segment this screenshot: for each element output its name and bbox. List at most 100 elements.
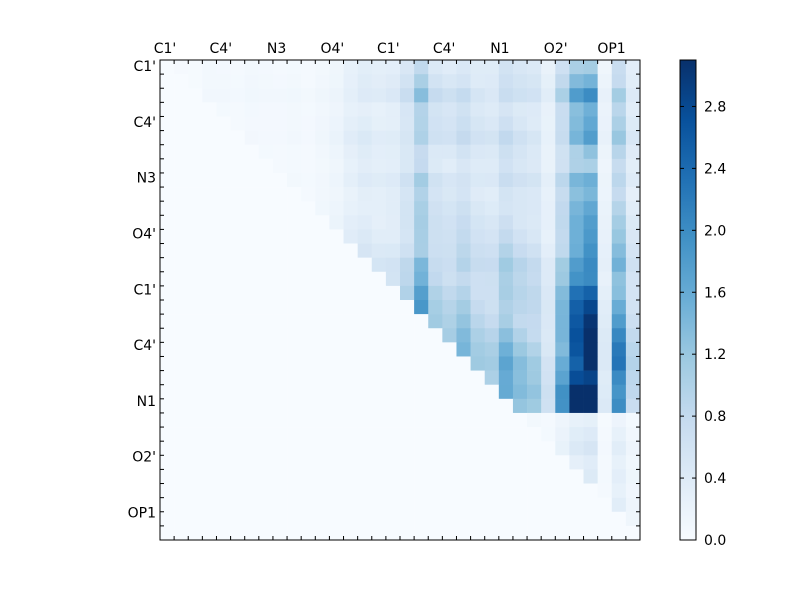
heatmap-cell (385, 525, 401, 541)
heatmap-cell (555, 144, 570, 160)
heatmap-cell (343, 158, 358, 174)
heatmap-cell (611, 398, 627, 414)
heatmap-cell (498, 243, 514, 258)
heatmap-cell (301, 384, 316, 400)
heatmap-cell (343, 328, 358, 343)
heatmap-cell (272, 102, 288, 117)
heatmap-cell (188, 314, 203, 329)
heatmap-cell (329, 370, 344, 386)
heatmap-cell (428, 497, 443, 513)
heatmap-cell (216, 427, 231, 442)
heatmap-cell (541, 342, 556, 357)
heatmap-cell (498, 384, 514, 400)
heatmap-cell (371, 384, 387, 400)
heatmap-cell (555, 384, 570, 400)
heatmap-cell (611, 300, 627, 315)
heatmap-cell (583, 427, 598, 442)
heatmap-cell (428, 271, 443, 287)
y-tick-label: C1' (133, 59, 156, 75)
heatmap-cell (470, 300, 486, 315)
heatmap-cell (287, 525, 302, 541)
heatmap-cell (597, 441, 613, 456)
heatmap-cell (315, 469, 330, 484)
heatmap-cell (287, 229, 302, 244)
heatmap-cell (329, 469, 344, 484)
heatmap-cell (512, 257, 528, 273)
heatmap-cell (371, 525, 387, 541)
heatmap-cell (512, 342, 528, 357)
heatmap-cell (230, 412, 246, 428)
heatmap-cell (357, 60, 373, 75)
heatmap-cell (527, 158, 542, 174)
heatmap-cell (315, 285, 330, 301)
heatmap-cell (583, 483, 598, 498)
heatmap-cell (315, 497, 330, 513)
heatmap-cell (287, 116, 302, 131)
heatmap-cell (569, 60, 584, 75)
heatmap-cell (414, 74, 429, 89)
heatmap-cell (301, 257, 316, 273)
heatmap-cell (315, 60, 330, 75)
heatmap-cell (569, 427, 584, 442)
heatmap-cell (216, 201, 231, 216)
heatmap-cell (385, 201, 401, 216)
heatmap-cell (569, 158, 584, 174)
heatmap-cell (174, 229, 189, 244)
colorbar-tick-label: 0.4 (704, 471, 726, 487)
heatmap-cell (484, 201, 500, 216)
heatmap-cell (357, 243, 373, 258)
heatmap-cell (569, 285, 584, 301)
heatmap-cell (428, 187, 443, 202)
heatmap-cell (470, 511, 486, 527)
heatmap-cell (569, 314, 584, 329)
heatmap-cell (216, 88, 231, 103)
heatmap-cell (470, 116, 486, 131)
heatmap-cell (555, 497, 570, 513)
heatmap-cell (414, 511, 429, 527)
heatmap-cell (555, 328, 570, 343)
heatmap-cell (583, 511, 598, 527)
heatmap-cell (555, 441, 570, 456)
heatmap-cell (174, 102, 189, 117)
heatmap-cell (272, 88, 288, 103)
heatmap-cell (555, 525, 570, 541)
heatmap-cell (230, 328, 246, 343)
heatmap-cell (315, 483, 330, 498)
heatmap-cell (315, 229, 330, 244)
heatmap-cell (583, 497, 598, 513)
heatmap-cell (160, 300, 175, 315)
heatmap-cell (329, 201, 344, 216)
heatmap-cell (611, 201, 627, 216)
heatmap-cell (371, 215, 387, 230)
heatmap-cell (202, 187, 217, 202)
heatmap-cell (625, 88, 641, 103)
heatmap-cell (216, 243, 231, 258)
heatmap-cell (343, 356, 358, 371)
heatmap-cell (357, 88, 373, 103)
heatmap-cell (414, 116, 429, 131)
heatmap-cell (456, 285, 471, 301)
heatmap-cell (456, 384, 471, 400)
heatmap-cell (512, 469, 528, 484)
heatmap-cell (258, 525, 274, 541)
heatmap-cell (597, 314, 613, 329)
heatmap-cell (371, 60, 387, 75)
heatmap-cell (512, 215, 528, 230)
heatmap-cell (202, 441, 217, 456)
heatmap-cell (230, 497, 246, 513)
heatmap-cell (484, 469, 500, 484)
heatmap-cell (371, 497, 387, 513)
heatmap-cell (414, 60, 429, 75)
heatmap-cell (527, 370, 542, 386)
heatmap-cell (442, 158, 457, 174)
heatmap-cell (597, 60, 613, 75)
heatmap-cell (160, 384, 175, 400)
heatmap-cell (470, 469, 486, 484)
heatmap-cell (470, 187, 486, 202)
heatmap-cell (301, 497, 316, 513)
heatmap-cell (202, 229, 217, 244)
heatmap-cell (428, 370, 443, 386)
heatmap-cell (597, 328, 613, 343)
heatmap-cell (287, 60, 302, 75)
heatmap-cell (484, 370, 500, 386)
